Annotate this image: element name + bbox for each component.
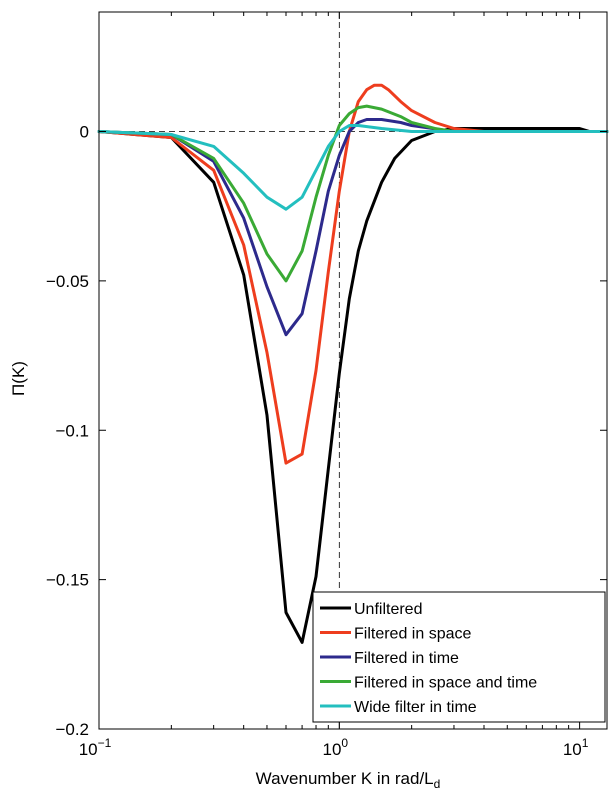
x-tick-label-exponent: 1 xyxy=(582,736,589,750)
series-layer xyxy=(97,83,609,644)
x-tick-label: 100 xyxy=(323,736,349,759)
legend-box xyxy=(312,591,606,723)
legend-label-3: Filtered in space and time xyxy=(354,675,537,692)
x-tick-label: 10−1 xyxy=(79,736,112,759)
x-axis-label-subscript: d xyxy=(434,777,441,790)
x-tick-label-base: 10 xyxy=(323,740,342,759)
y-tick-label: −0.2 xyxy=(55,720,89,739)
legend-label-2: Filtered in time xyxy=(354,650,459,667)
legend: Unfiltered Filtered in space Filtered in t… xyxy=(312,591,606,723)
series-line-1 xyxy=(97,83,609,465)
axis-ticks xyxy=(98,12,607,730)
legend-label-0: Unfiltered xyxy=(354,601,422,618)
x-axis-label: Wavenumber K in rad/Ld xyxy=(256,769,441,790)
y-tick-label: −0.1 xyxy=(55,421,89,440)
x-tick-label: 101 xyxy=(563,736,589,759)
x-axis-label-main: Wavenumber K in rad/L xyxy=(256,769,434,788)
x-tick-label-base: 10 xyxy=(563,740,582,759)
y-tick-label: −0.05 xyxy=(46,272,89,291)
y-tick-label: −0.15 xyxy=(46,571,89,590)
x-tick-label-base: 10 xyxy=(79,740,98,759)
x-tick-label-exponent: 0 xyxy=(341,736,348,750)
x-tick-label-exponent: −1 xyxy=(98,736,112,750)
series-line-2 xyxy=(97,118,609,337)
series-line-4 xyxy=(97,124,609,211)
legend-label-1: Filtered in space xyxy=(354,626,471,643)
plot-frame xyxy=(98,11,608,730)
y-axis-label: Π(K) xyxy=(9,361,28,396)
tick-labels: 0−0.05−0.1−0.15−0.210−1 100 101 xyxy=(46,123,589,760)
y-tick-label: 0 xyxy=(80,123,89,142)
legend-label-4: Wide filter in time xyxy=(354,699,477,716)
series-line-0 xyxy=(97,127,609,644)
